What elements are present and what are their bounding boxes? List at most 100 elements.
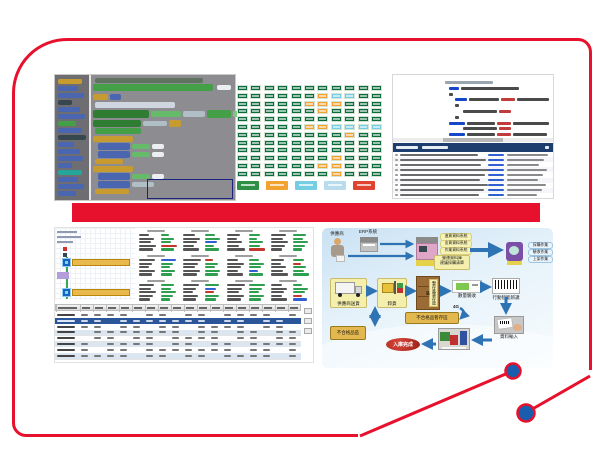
workspace-block — [95, 128, 141, 134]
storage-grid-screenshot — [237, 85, 387, 197]
cell-value-bar — [237, 313, 244, 316]
rack-cell — [277, 92, 289, 99]
rack-cell — [250, 124, 262, 130]
cell-value-bar — [185, 349, 192, 352]
rack-cell — [317, 147, 329, 154]
group-value-bar — [293, 269, 304, 272]
shelving-forklift-photo — [438, 328, 470, 350]
group-label-bar — [271, 284, 283, 287]
group-value-bar — [293, 294, 302, 297]
group-value-bar — [161, 241, 172, 244]
cell-value-bar — [120, 331, 127, 334]
rack-cell — [317, 116, 329, 123]
cell-value-bar — [81, 325, 88, 328]
group-label-bar — [139, 237, 155, 240]
group-value-bar — [161, 273, 172, 276]
code-token-bar — [449, 86, 459, 90]
table-side-button[interactable] — [304, 318, 312, 324]
hmi-conveyor-bar-bottom — [72, 289, 130, 296]
cell-value-bar — [159, 325, 166, 328]
group-value-bar — [249, 294, 265, 297]
kiosk-device-icon — [506, 242, 523, 266]
rack-cell — [263, 139, 275, 146]
workspace-block — [93, 166, 133, 172]
rack-cell — [344, 170, 356, 177]
cell-value-bar — [198, 325, 205, 328]
rack-cell — [237, 131, 248, 138]
rack-cell — [344, 92, 356, 99]
group-label-bar — [139, 269, 155, 272]
row-icon-bar — [395, 179, 398, 181]
wms-machine-icon — [416, 237, 438, 266]
cell-value-bar — [81, 349, 88, 352]
group-header-bar — [147, 255, 165, 257]
group-label-bar — [227, 241, 243, 244]
group-value-bar — [161, 248, 174, 251]
group-value-bar — [249, 269, 258, 272]
rack-cell — [357, 85, 369, 91]
code-token-bar — [467, 121, 495, 125]
code-token-bar — [449, 121, 465, 125]
group-value-bar — [205, 298, 216, 301]
header-label-bar — [225, 307, 233, 309]
group-label-bar — [139, 298, 150, 301]
rack-cell — [250, 116, 262, 123]
printer-top — [360, 237, 378, 242]
rack-cell — [263, 108, 275, 115]
rack-cell — [357, 131, 369, 138]
header-label-bar — [147, 307, 155, 309]
group-label-bar — [271, 248, 283, 251]
person-head — [334, 238, 341, 245]
header-label-bar — [173, 307, 181, 309]
group-header-bar — [279, 230, 297, 232]
cell-value-bar — [263, 349, 270, 352]
cell-value-bar — [263, 319, 270, 322]
rack-cell — [344, 100, 356, 107]
database-label-line2: 建議採購清單 — [440, 259, 464, 265]
group-label-bar — [139, 262, 153, 265]
cell-value-bar — [146, 343, 153, 346]
ops-pill-3: 上架作業 — [528, 256, 553, 263]
group-label-bar — [227, 259, 239, 262]
output-list-row — [393, 172, 553, 178]
workspace-block — [98, 173, 130, 180]
rack-cell — [304, 139, 315, 146]
palette-block — [58, 86, 78, 91]
rack-cell — [317, 155, 329, 162]
cargo-box-green — [397, 283, 403, 288]
cell-value-bar — [224, 355, 231, 358]
cell-value-bar — [185, 319, 192, 322]
code-token-bar — [463, 127, 497, 131]
cell-value-bar — [237, 337, 244, 340]
scada-hmi-screenshot — [55, 228, 313, 362]
rack-cell — [330, 155, 342, 162]
cell-value-bar — [159, 355, 166, 358]
column-divider — [288, 305, 289, 312]
legend-chip — [237, 181, 259, 190]
group-label-bar — [271, 294, 282, 297]
group-label-bar — [183, 237, 200, 240]
group-header-bar — [147, 230, 165, 232]
rack-cell — [290, 139, 302, 146]
photo-caption-bar — [442, 347, 466, 349]
palette-block — [58, 128, 82, 133]
cell-value-bar — [94, 313, 101, 316]
header-label-bar — [251, 307, 259, 309]
row-path-bar — [400, 153, 478, 156]
palette-block — [58, 114, 85, 119]
rack-cell — [263, 147, 275, 154]
cell-value-bar — [211, 343, 218, 346]
rack-cell — [263, 116, 275, 123]
machine-base — [416, 260, 438, 266]
group-label-bar — [139, 291, 156, 294]
legend-chip — [324, 181, 346, 190]
cell-value-bar — [107, 343, 114, 346]
group-header-bar — [147, 280, 165, 282]
table-side-button[interactable] — [304, 328, 312, 334]
group-label-bar — [227, 269, 238, 272]
output-list-header — [393, 143, 553, 152]
table-side-button[interactable] — [304, 308, 312, 314]
header-label-bar — [95, 307, 103, 309]
group-value-bar — [293, 237, 304, 240]
cell-value-bar — [94, 331, 101, 334]
